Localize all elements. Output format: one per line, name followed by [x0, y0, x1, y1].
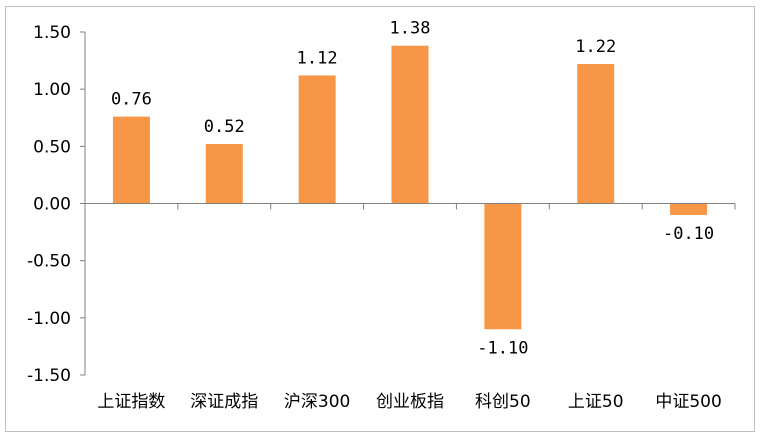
x-category-label: 沪深300 — [284, 392, 350, 412]
data-label: -0.10 — [663, 224, 714, 244]
x-category-label: 中证500 — [655, 392, 721, 412]
bar — [112, 116, 150, 204]
y-tick-label: 0.50 — [33, 137, 71, 157]
x-category-label: 深证成指 — [190, 392, 258, 412]
x-category-label: 创业板指 — [376, 392, 444, 412]
bar-layer — [112, 45, 708, 330]
bar — [298, 75, 336, 204]
x-category-label: 科创50 — [475, 392, 531, 412]
y-axis-tick-layer: 1.50 1.00 0.50 0.00 -0.50 -1.00 -1.50 — [27, 23, 85, 386]
y-tick-label: -0.50 — [27, 252, 71, 272]
bar — [484, 203, 522, 330]
data-label: 0.52 — [204, 117, 245, 137]
data-label: -1.10 — [477, 338, 528, 358]
x-category-label: 上证50 — [568, 392, 624, 412]
y-tick-label: -1.00 — [27, 309, 71, 329]
y-tick-label: -1.50 — [27, 366, 71, 386]
bar — [577, 64, 615, 204]
bar — [391, 45, 429, 204]
category-label-layer: 上证指数 深证成指 沪深300 创业板指 科创50 上证50 中证500 — [97, 392, 721, 412]
data-label: 1.12 — [297, 48, 338, 68]
chart-frame — [5, 6, 755, 432]
y-tick-label: 1.00 — [33, 80, 71, 100]
data-label-layer: 0.76 0.52 1.12 1.38 -1.10 1.22 -0.10 — [111, 19, 714, 359]
data-label: 1.22 — [575, 37, 616, 57]
y-tick-label: 0.00 — [33, 195, 71, 215]
y-tick-label: 1.50 — [33, 23, 71, 43]
bar — [205, 144, 243, 204]
bar — [670, 203, 708, 215]
data-label: 0.76 — [111, 90, 152, 110]
axis-layer — [84, 32, 736, 375]
data-label: 1.38 — [390, 19, 431, 39]
x-category-label: 上证指数 — [97, 392, 165, 412]
